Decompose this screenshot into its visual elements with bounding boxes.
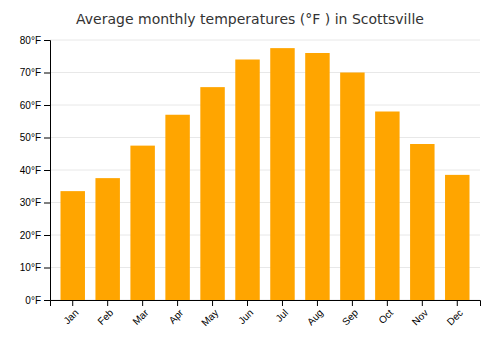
y-tick: 60°F [20,100,50,111]
grid-line [50,72,480,73]
y-tick: 70°F [20,67,50,78]
chart: Jan Feb Mar Apr May Jun Jul Aug Sep Oct Nov Dec 0°F 1… [0,0,500,350]
y-axis: 0°F 10°F 20°F 30°F 40°F 50°F 60°F 70°F 80°F [20,35,51,306]
x-tick-label: Oct [376,307,395,326]
y-tick-label: 80°F [20,35,41,46]
x-tick-label: Aug [305,307,325,327]
bar [235,60,259,301]
bar [305,53,329,300]
x-tick-mark [457,300,458,306]
x-tick-label: Nov [410,307,430,327]
x-tick-label: Apr [167,307,186,326]
y-tick-mark [44,105,50,106]
x-tick: Apr [167,300,186,326]
x-tick-label: Dec [445,307,465,327]
y-tick-label: 20°F [20,230,41,241]
x-tick-mark [142,300,143,306]
x-tick: Nov [410,300,430,327]
x-tick: Jul [273,300,290,324]
x-tick: Sep [340,300,361,327]
bar [200,87,224,300]
x-tick: Feb [95,300,115,327]
x-axis: Jan Feb Mar Apr May Jun Jul Aug Sep Oct Nov Dec [51,300,481,328]
y-tick-mark [44,73,50,74]
x-tick: May [199,300,220,328]
y-tick-mark [44,138,50,139]
bar [340,73,364,301]
x-tick-mark [387,300,388,306]
y-tick-mark [44,40,50,41]
y-tick-label: 40°F [20,165,41,176]
y-tick: 40°F [20,165,50,176]
bar [445,175,469,300]
x-tick-mark [72,300,73,306]
bars [60,48,469,300]
x-tick-mark [352,300,353,306]
grid-line [50,137,480,138]
x-tick: Aug [305,300,325,327]
x-tick-label: May [199,307,220,328]
y-tick-mark [44,235,50,236]
bar [130,146,154,300]
y-tick-label: 60°F [20,100,41,111]
x-tick-label: Sep [340,307,361,328]
y-tick: 0°F [25,295,50,306]
bar [270,48,294,300]
y-tick-mark [44,300,50,301]
y-tick: 20°F [20,230,50,241]
bar [410,144,434,300]
x-tick-label: Jul [273,307,290,324]
x-tick-mark [177,300,178,306]
grid-line [50,40,480,41]
y-tick: 50°F [20,132,50,143]
x-tick: Dec [445,300,465,327]
y-tick-mark [44,170,50,171]
x-tick: Oct [376,300,395,326]
title: Average monthly temperatures (°F ) in Sc… [76,11,424,27]
y-tick: 80°F [20,35,50,46]
plot: Jan Feb Mar Apr May Jun Jul Aug Sep Oct Nov Dec 0°F 1… [20,35,481,329]
y-tick: 10°F [20,262,50,273]
x-tick-label: Mar [130,307,150,327]
x-tick-mark [107,300,108,306]
y-axis-line [44,41,51,301]
x-tick-mark [247,300,248,306]
x-tick-mark [282,300,283,306]
x-tick: Jun [236,300,255,326]
y-tick: 30°F [20,197,50,208]
bar [95,178,119,300]
bar [165,115,189,300]
y-tick-mark [44,203,50,204]
y-tick-label: 70°F [20,67,41,78]
x-tick-mark [212,300,213,306]
bar [375,112,399,301]
y-tick-label: 50°F [20,132,41,143]
x-tick-label: Feb [95,307,115,327]
x-tick-label: Jun [236,307,255,326]
x-tick: Jan [61,300,80,326]
y-tick-label: 0°F [25,295,41,306]
grid-line [50,105,480,106]
bar [60,191,84,300]
x-axis-line [51,301,481,307]
y-tick-mark [44,268,50,269]
y-tick-label: 30°F [20,197,41,208]
x-tick-mark [422,300,423,306]
grid [50,40,480,300]
y-tick-label: 10°F [20,262,41,273]
x-tick-label: Jan [61,307,80,326]
x-tick: Mar [130,300,150,327]
x-tick-mark [317,300,318,306]
